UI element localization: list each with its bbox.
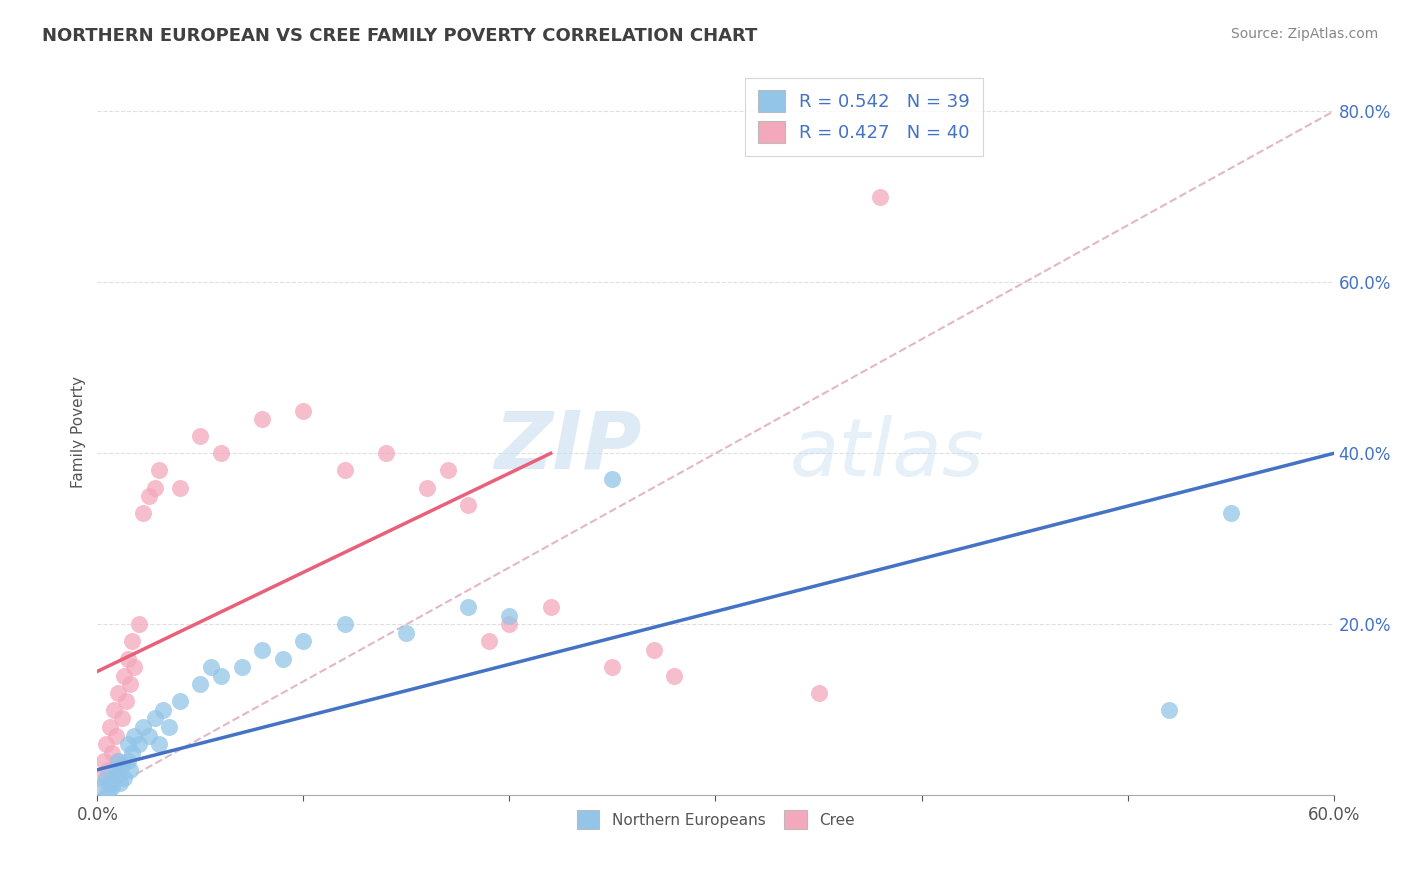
Point <box>124 660 146 674</box>
Point <box>159 720 181 734</box>
Point <box>807 686 830 700</box>
Point <box>111 758 134 772</box>
Text: atlas: atlas <box>790 415 984 492</box>
Point <box>478 634 501 648</box>
Point <box>200 660 222 674</box>
Point <box>115 694 138 708</box>
Point <box>107 754 129 768</box>
Point <box>498 617 520 632</box>
Point <box>190 429 212 443</box>
Point <box>107 767 129 781</box>
Point <box>138 489 160 503</box>
Point <box>292 634 315 648</box>
Point <box>643 643 665 657</box>
Legend: Northern Europeans, Cree: Northern Europeans, Cree <box>571 805 860 835</box>
Point <box>498 608 520 623</box>
Point <box>128 617 150 632</box>
Point <box>97 784 120 798</box>
Point <box>250 412 273 426</box>
Point <box>94 772 117 786</box>
Point <box>416 481 439 495</box>
Y-axis label: Family Poverty: Family Poverty <box>72 376 86 488</box>
Point <box>250 643 273 657</box>
Point <box>112 772 135 786</box>
Point <box>457 600 479 615</box>
Point <box>104 729 127 743</box>
Point <box>120 677 142 691</box>
Point <box>138 729 160 743</box>
Point <box>152 703 174 717</box>
Point <box>292 403 315 417</box>
Point <box>120 763 142 777</box>
Point <box>209 668 232 682</box>
Point <box>94 737 117 751</box>
Point <box>98 775 121 789</box>
Point <box>869 190 891 204</box>
Point <box>103 772 125 786</box>
Point <box>89 772 111 786</box>
Point <box>148 737 170 751</box>
Point <box>169 481 191 495</box>
Point <box>143 481 166 495</box>
Point <box>100 746 122 760</box>
Point <box>1219 506 1241 520</box>
Point <box>117 651 139 665</box>
Point <box>271 651 294 665</box>
Point <box>112 668 135 682</box>
Point <box>90 780 112 794</box>
Point <box>111 711 134 725</box>
Point <box>457 498 479 512</box>
Point <box>1157 703 1180 717</box>
Point <box>209 446 232 460</box>
Point <box>98 720 121 734</box>
Text: NORTHERN EUROPEAN VS CREE FAMILY POVERTY CORRELATION CHART: NORTHERN EUROPEAN VS CREE FAMILY POVERTY… <box>42 27 758 45</box>
Text: Source: ZipAtlas.com: Source: ZipAtlas.com <box>1230 27 1378 41</box>
Point <box>540 600 562 615</box>
Point <box>131 506 153 520</box>
Point <box>97 763 120 777</box>
Point <box>602 472 624 486</box>
Point <box>436 463 458 477</box>
Point <box>93 754 115 768</box>
Point <box>148 463 170 477</box>
Point <box>104 763 127 777</box>
Point <box>169 694 191 708</box>
Text: ZIP: ZIP <box>494 408 641 485</box>
Point <box>231 660 253 674</box>
Point <box>131 720 153 734</box>
Point <box>121 634 143 648</box>
Point <box>117 754 139 768</box>
Point <box>374 446 396 460</box>
Point <box>121 746 143 760</box>
Point <box>664 668 686 682</box>
Point <box>103 703 125 717</box>
Point <box>100 780 122 794</box>
Point <box>108 775 131 789</box>
Point <box>333 617 356 632</box>
Point <box>124 729 146 743</box>
Point <box>333 463 356 477</box>
Point <box>117 737 139 751</box>
Point <box>602 660 624 674</box>
Point <box>143 711 166 725</box>
Point <box>190 677 212 691</box>
Point <box>128 737 150 751</box>
Point <box>107 686 129 700</box>
Point <box>107 754 129 768</box>
Point <box>395 626 418 640</box>
